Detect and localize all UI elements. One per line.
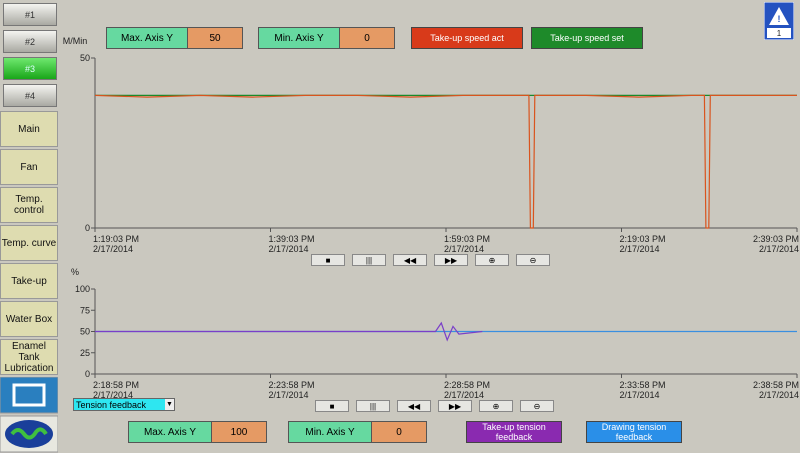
nav-button[interactable]: #4: [3, 84, 57, 107]
toolbar-button[interactable]: ◀◀: [393, 254, 427, 266]
menu-button[interactable]: Temp. curve: [0, 225, 58, 261]
x-tick-label: 1:59:03 PM: [444, 234, 490, 244]
menu-button[interactable]: Enamel Tank Lubrication: [0, 339, 58, 375]
toolbar-button[interactable]: ◀◀: [397, 400, 431, 412]
x-tick-date: 2/17/2014: [759, 390, 799, 400]
axis-field-label: Max. Axis Y: [128, 421, 212, 443]
x-tick-date: 2/17/2014: [759, 244, 799, 254]
x-tick-label: 2:33:58 PM: [620, 380, 666, 390]
x-tick-label: 2:23:58 PM: [269, 380, 315, 390]
x-tick-date: 2/17/2014: [93, 244, 133, 254]
toolbar-button[interactable]: ▶▶: [434, 254, 468, 266]
toolbar-button[interactable]: ⊕: [479, 400, 513, 412]
dropdown-arrow[interactable]: ▼: [165, 399, 174, 410]
y-axis-title: %: [71, 267, 79, 277]
series-line: [94, 94, 797, 229]
icon-buttons[interactable]: [0, 377, 58, 453]
x-tick-date: 2/17/2014: [444, 244, 484, 254]
toolbar-button[interactable]: |||: [356, 400, 390, 412]
legend-button[interactable]: Take-up speed set: [531, 27, 643, 49]
toolbar-button[interactable]: ■: [311, 254, 345, 266]
legend-button[interactable]: Take-up speed act: [411, 27, 523, 49]
x-tick-label: 2:19:03 PM: [620, 234, 666, 244]
toolbar-button[interactable]: |||: [352, 254, 386, 266]
menu-button[interactable]: Main: [0, 111, 58, 147]
y-tick-label: 25: [80, 348, 90, 358]
axis-field-value[interactable]: 100: [211, 421, 267, 443]
menu-button[interactable]: Temp. control: [0, 187, 58, 223]
alarm-indicator[interactable]: ! 1: [764, 2, 794, 40]
axis-field-label: Min. Axis Y: [258, 27, 340, 49]
toolbar-button[interactable]: ■: [315, 400, 349, 412]
x-tick-label: 2:39:03 PM: [753, 234, 799, 244]
menu-button[interactable]: Take-up: [0, 263, 58, 299]
x-tick-date: 2/17/2014: [93, 390, 133, 400]
x-tick-label: 1:39:03 PM: [269, 234, 315, 244]
legend-button[interactable]: Drawing tension feedback: [586, 421, 682, 443]
series-selector[interactable]: Tension feedback: [73, 398, 175, 411]
axis-field-value[interactable]: 50: [187, 27, 243, 49]
x-tick-date: 2/17/2014: [620, 390, 660, 400]
legend-button[interactable]: Take-up tension feedback: [466, 421, 562, 443]
x-tick-label: 2:18:58 PM: [93, 380, 139, 390]
y-tick-label: 75: [80, 305, 90, 315]
toolbar-button[interactable]: ⊖: [516, 254, 550, 266]
x-tick-date: 2/17/2014: [620, 244, 660, 254]
alarm-count: 1: [777, 29, 782, 38]
y-tick-label: 0: [85, 223, 90, 233]
toolbar-button[interactable]: ⊕: [475, 254, 509, 266]
x-tick-date: 2/17/2014: [444, 390, 484, 400]
y-tick-label: 100: [75, 284, 90, 294]
nav-button[interactable]: #3: [3, 57, 57, 80]
axis-field-value[interactable]: 0: [371, 421, 427, 443]
toolbar-button[interactable]: ⊖: [520, 400, 554, 412]
svg-text:!: !: [778, 14, 781, 24]
x-tick-label: 1:19:03 PM: [93, 234, 139, 244]
y-tick-label: 50: [80, 327, 90, 337]
series-line: [95, 321, 483, 342]
nav-button[interactable]: #1: [3, 3, 57, 26]
y-tick-label: 50: [80, 53, 90, 63]
x-tick-date: 2/17/2014: [269, 244, 309, 254]
menu-button[interactable]: Fan: [0, 149, 58, 185]
axis-field-value[interactable]: 0: [339, 27, 395, 49]
y-axis-title: M/Min: [63, 36, 88, 46]
menu-button[interactable]: Water Box: [0, 301, 58, 337]
x-tick-date: 2/17/2014: [269, 390, 309, 400]
x-tick-label: 2:38:58 PM: [753, 380, 799, 390]
toolbar-button[interactable]: ▶▶: [438, 400, 472, 412]
nav-button[interactable]: #2: [3, 30, 57, 53]
y-tick-label: 0: [85, 369, 90, 379]
x-tick-label: 2:28:58 PM: [444, 380, 490, 390]
